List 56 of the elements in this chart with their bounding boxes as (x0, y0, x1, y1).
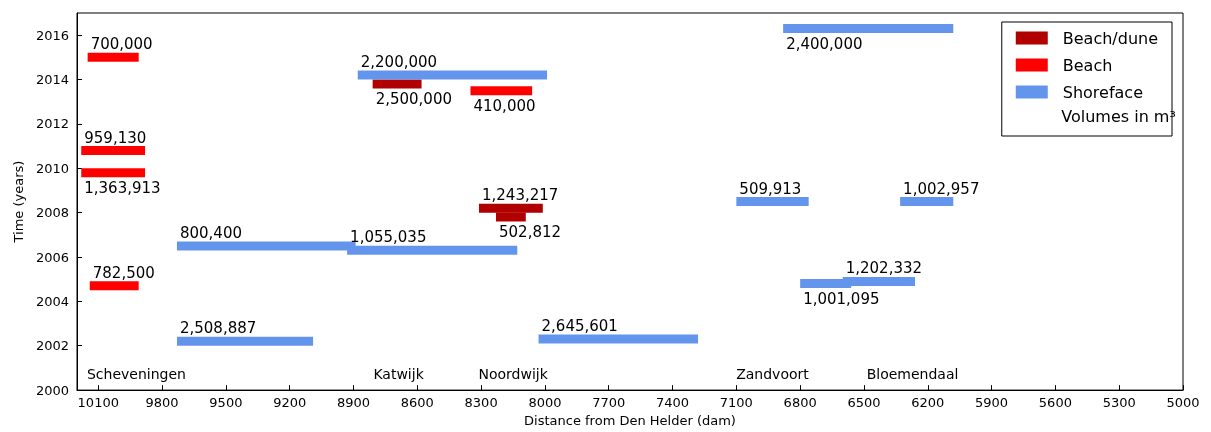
x-tick-label: 8900 (336, 395, 371, 411)
x-tick-label: 10100 (77, 395, 119, 411)
annotation: 2,645,601 (541, 317, 618, 336)
legend-label: Beach/dune (1062, 28, 1158, 48)
annotation: 502,812 (499, 223, 562, 242)
x-tick-label: 5900 (975, 395, 1009, 411)
x-tick-label: 9800 (145, 395, 179, 411)
x-tick-label: 6500 (847, 395, 881, 411)
annotation: 1,001,095 (803, 289, 880, 308)
x-tick-label: 6200 (911, 395, 945, 411)
annotation: Noordwijk (478, 366, 549, 382)
y-tick-label: 2016 (35, 27, 69, 43)
x-tick-label: 5000 (1166, 395, 1200, 411)
legend-title: Volumes in m³ (1061, 107, 1176, 126)
annotation: Bloemendaal (866, 366, 959, 382)
legend-label: Shoreface (1062, 82, 1143, 102)
annotation: 1,202,332 (845, 259, 923, 278)
annotation: 410,000 (473, 96, 536, 115)
annotation: Scheveningen (86, 366, 186, 382)
annotation: Katwijk (373, 366, 425, 382)
x-tick-label: 9500 (209, 395, 243, 411)
annotation: 2,400,000 (786, 34, 863, 53)
legend-label: Beach (1062, 55, 1113, 75)
x-axis-title: Distance from Den Helder (dam) (524, 413, 736, 428)
x-tick-label: 8600 (400, 395, 434, 411)
annotation: 800,400 (179, 223, 242, 242)
annotation: 2,200,000 (360, 53, 438, 72)
x-tick-label: 7400 (655, 395, 690, 411)
annotation: 2,500,000 (375, 89, 452, 108)
annotation: Zandvoort (736, 366, 810, 382)
x-tick-label: 9200 (273, 395, 307, 411)
x-tick-label: 7700 (592, 395, 626, 411)
x-tick-label: 6800 (783, 395, 817, 411)
x-tick-label: 7100 (719, 395, 753, 411)
x-tick-label: 5600 (1038, 395, 1072, 411)
y-tick-label: 2014 (35, 72, 69, 88)
x-tick-label: 8300 (464, 395, 498, 411)
annotation: 1,363,913 (84, 178, 161, 197)
annotation: 1,243,217 (481, 186, 559, 205)
y-tick-label: 2010 (35, 160, 69, 176)
annotation: 700,000 (90, 35, 153, 54)
y-tick-label: 2002 (35, 338, 69, 354)
y-tick-label: 2012 (35, 116, 69, 132)
x-tick-label: 8000 (528, 395, 562, 411)
annotation: 1,002,957 (903, 179, 980, 198)
annotation: 509,913 (739, 179, 802, 198)
x-tick-label: 5300 (1102, 395, 1136, 411)
annotation: 1,055,035 (350, 228, 427, 247)
y-tick-label: 2000 (35, 382, 69, 398)
y-tick-label: 2008 (35, 205, 69, 221)
annotation: 959,130 (84, 128, 147, 147)
y-axis-title: Time (years) (11, 160, 27, 244)
y-tick-label: 2006 (35, 249, 69, 265)
annotation: 782,500 (92, 263, 155, 282)
y-tick-label: 2004 (35, 293, 69, 309)
annotation: 2,508,887 (179, 319, 257, 338)
